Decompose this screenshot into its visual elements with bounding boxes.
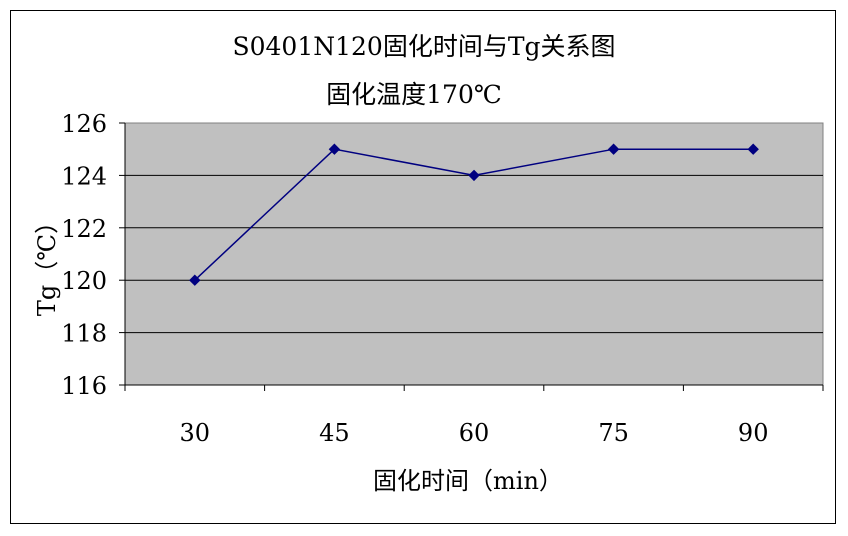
- data-point-marker: [607, 143, 620, 155]
- series-group: [189, 143, 759, 286]
- axes: [119, 122, 824, 391]
- y-tick-label: 122: [61, 215, 107, 243]
- x-tick-label: 90: [738, 419, 769, 447]
- data-point-marker: [189, 274, 201, 286]
- y-tick-labels: 116 118 120 122 124 126: [61, 110, 107, 400]
- x-tick-label: 30: [180, 419, 211, 447]
- chart-title: S0401N120固化时间与Tg关系图: [232, 32, 615, 61]
- x-tick-label: 60: [459, 419, 490, 447]
- x-tick-label: 75: [598, 419, 629, 447]
- y-tick-label: 124: [61, 162, 107, 190]
- plot-area: [124, 122, 824, 386]
- x-tick-labels: 30 45 60 75 90: [180, 419, 769, 447]
- y-tick-label: 116: [61, 372, 107, 400]
- data-point-marker: [468, 169, 480, 182]
- data-point-marker: [328, 143, 341, 155]
- data-point-marker: [747, 143, 759, 155]
- y-tick-label: 120: [61, 267, 107, 295]
- y-tick-label: 126: [61, 110, 107, 138]
- y-axis-label: Tg（℃）: [33, 210, 61, 316]
- chart-subtitle: 固化温度170℃: [326, 80, 502, 109]
- x-tick-label: 45: [319, 419, 350, 447]
- y-tick-label: 118: [61, 320, 107, 348]
- x-axis-label: 固化时间（min）: [373, 467, 563, 495]
